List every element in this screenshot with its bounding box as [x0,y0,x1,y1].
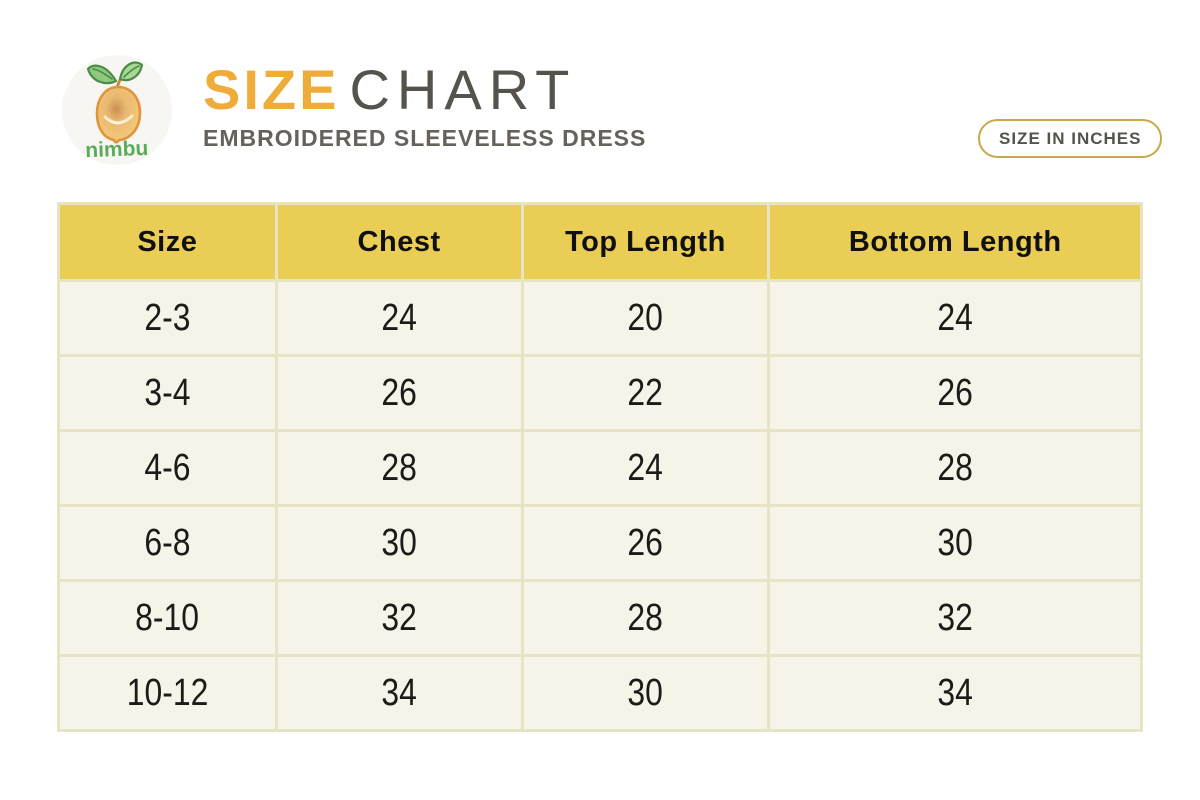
table-row: 6-8 30 26 30 [57,504,1143,582]
size-cell: 10-12 [57,654,278,732]
brand-name: nimbu [85,137,149,162]
measurement-cell: 34 [274,654,524,732]
measurement-cell: 22 [520,354,771,432]
size-table-body: 2-3 24 20 24 3-4 26 22 26 4-6 28 24 28 6-8 30 26 30 8-10… [57,279,1143,732]
column-header-top-length: Top Length [520,202,771,282]
measurement-cell: 28 [274,429,524,507]
measurement-cell: 26 [274,354,524,432]
size-cell: 4-6 [57,429,278,507]
size-cell: 8-10 [57,579,278,657]
table-row: 10-12 34 30 34 [57,654,1143,732]
size-table-container: Size Chest Top Length Bottom Length 2-3 24 20… [57,202,1143,732]
page-title-chart: CHART [349,58,577,121]
measurement-cell: 28 [520,579,771,657]
size-table: Size Chest Top Length Bottom Length 2-3 24 20… [57,202,1143,732]
measurement-cell: 24 [520,429,771,507]
measurement-cell: 32 [274,579,524,657]
measurement-cell: 34 [767,654,1143,732]
table-row: 2-3 24 20 24 [57,279,1143,357]
column-header-size: Size [57,202,278,282]
measurement-cell: 30 [767,504,1143,582]
size-cell: 2-3 [57,279,278,357]
size-cell: 3-4 [57,354,278,432]
table-row: 8-10 32 28 32 [57,579,1143,657]
size-cell: 6-8 [57,504,278,582]
product-subtitle: EMBROIDERED SLEEVELESS DRESS [203,125,647,151]
column-header-bottom-length: Bottom Length [767,202,1143,282]
page-title: SIZE CHART [203,62,646,118]
lemon-logo-icon: nimbu [62,55,172,165]
measurement-cell: 24 [767,279,1143,357]
measurement-cell: 26 [767,354,1143,432]
size-table-header-row: Size Chest Top Length Bottom Length [57,202,1143,282]
measurement-cell: 26 [520,504,771,582]
measurement-cell: 24 [274,279,524,357]
brand-logo: nimbu [62,55,172,165]
column-header-chest: Chest [274,202,524,282]
title-block: SIZE CHART EMBROIDERED SLEEVELESS DRESS [203,62,646,152]
measurement-cell: 30 [520,654,771,732]
page-title-size: SIZE [203,58,340,121]
measurement-cell: 30 [274,504,524,582]
measurement-cell: 28 [767,429,1143,507]
measurement-cell: 32 [767,579,1143,657]
size-unit-badge: SIZE IN INCHES [978,119,1163,158]
measurement-cell: 20 [520,279,771,357]
table-row: 3-4 26 22 26 [57,354,1143,432]
table-row: 4-6 28 24 28 [57,429,1143,507]
